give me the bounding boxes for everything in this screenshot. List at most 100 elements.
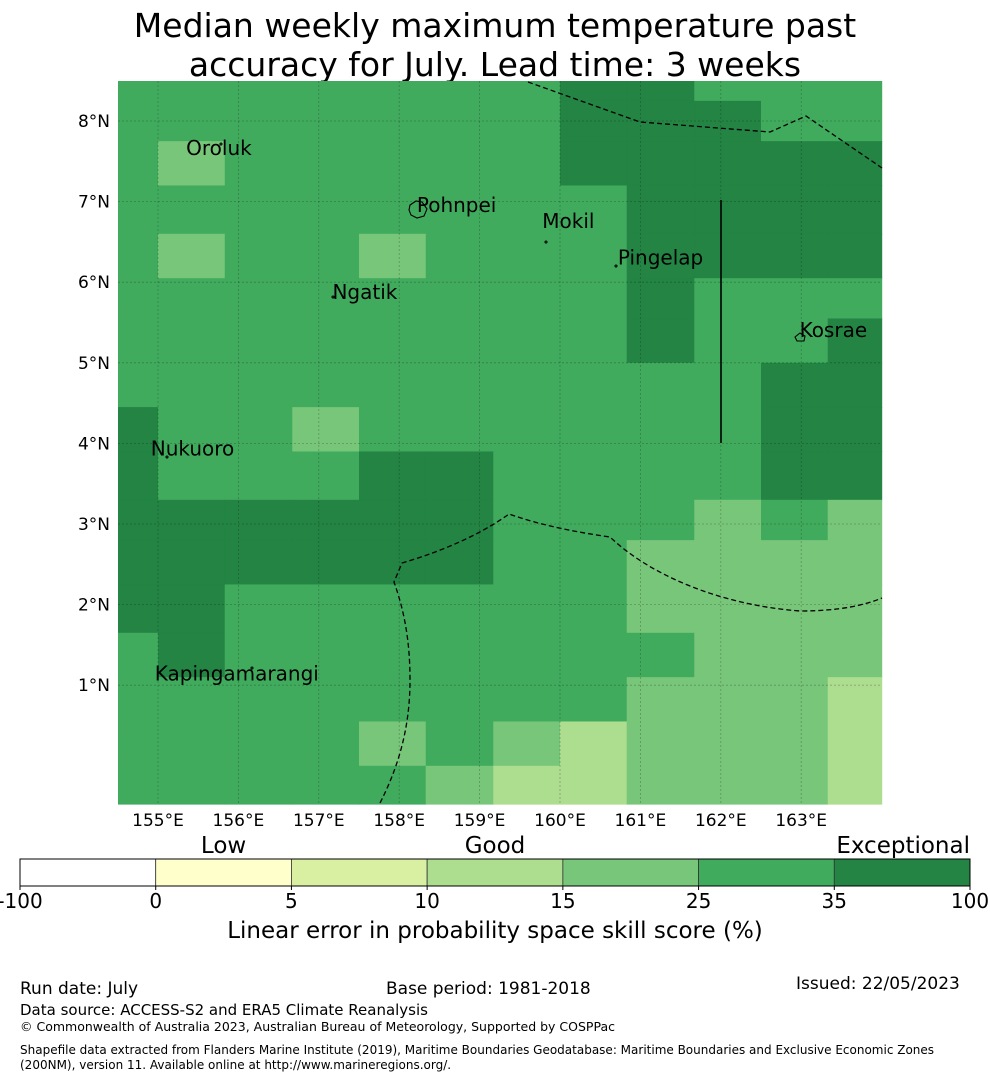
- grid-cell: [118, 185, 159, 235]
- grid-cell: [827, 81, 883, 102]
- lon-tick-label: 158°E: [373, 811, 425, 831]
- grid-cell: [761, 407, 829, 453]
- graticule: [118, 81, 882, 804]
- grid-cell: [118, 721, 159, 767]
- grid-cell: [560, 233, 628, 279]
- eez-boundary-south-west: [379, 513, 883, 804]
- grid-cell: [761, 278, 829, 320]
- grid-cell: [359, 584, 427, 634]
- grid-cell: [560, 407, 628, 453]
- grid-cell: [425, 451, 494, 501]
- grid-cell: [425, 584, 494, 634]
- grid-cell: [359, 100, 427, 142]
- colorbar-tick-label: -100: [0, 889, 43, 913]
- lat-tick-label: 8°N: [78, 112, 110, 132]
- lon-tick-label: 160°E: [534, 811, 586, 831]
- grid-cell: [493, 318, 561, 364]
- grid-cell: [224, 100, 293, 142]
- place-label: Pingelap: [618, 245, 703, 269]
- grid-cell: [694, 362, 762, 408]
- copyright: © Commonwealth of Australia 2023, Austra…: [20, 1019, 615, 1034]
- grid-cell: [425, 721, 494, 767]
- grid-cell: [560, 765, 628, 805]
- title-line-2: accuracy for July. Lead time: 3 weeks: [188, 45, 802, 84]
- grid-cell: [560, 584, 628, 634]
- lat-tick-label: 4°N: [78, 434, 110, 454]
- colorbar-tick-label: 10: [414, 889, 439, 913]
- grid-cell: [493, 233, 561, 279]
- grid-cell: [224, 499, 293, 541]
- grid-cell: [425, 765, 494, 805]
- longitude-ticks: 155°E 156°E 157°E 158°E 159°E 160°E 161°E 162°E…: [132, 811, 827, 831]
- grid-cell: [359, 677, 427, 723]
- grid-cell: [560, 540, 628, 586]
- grid-cell: [761, 584, 829, 634]
- grid-cell: [359, 499, 427, 541]
- grid-cell: [493, 185, 561, 235]
- grid-cell: [761, 677, 829, 723]
- grid-cell: [118, 540, 159, 586]
- grid-cell: [425, 632, 494, 678]
- grid-cell: [425, 233, 494, 279]
- pingelap-island-shape: [614, 264, 618, 268]
- grid-cell: [560, 81, 628, 102]
- grid-cell: [560, 185, 628, 235]
- grid-cell: [158, 540, 226, 586]
- grid-cell: [560, 278, 628, 320]
- grid-cell: [292, 677, 360, 723]
- grid-cell: [827, 499, 883, 541]
- grid-cell: [292, 141, 360, 187]
- grid-cell: [560, 721, 628, 767]
- grid-cell: [224, 185, 293, 235]
- colorbar: [19, 858, 971, 887]
- grid-cell: [292, 451, 360, 501]
- colorbar-tick-label: 25: [686, 889, 711, 913]
- place-label: Pohnpei: [417, 193, 497, 217]
- grid-cell: [493, 765, 561, 805]
- lat-tick-label: 7°N: [78, 193, 110, 213]
- colorbar-tick-label: 0: [149, 889, 162, 913]
- grid-cell: [292, 584, 360, 634]
- grid-cell: [694, 141, 762, 187]
- grid-cell: [224, 451, 293, 501]
- grid-cell: [493, 100, 561, 142]
- place-label: Nukuoro: [151, 436, 235, 460]
- grid-cell: [560, 100, 628, 142]
- grid-cell: [493, 362, 561, 408]
- grid-cell: [827, 185, 883, 235]
- grid-cell: [560, 632, 628, 678]
- grid-cell: [493, 632, 561, 678]
- grid-cell: [626, 632, 695, 678]
- grid-cell: [158, 721, 226, 767]
- grid-cell: [761, 540, 829, 586]
- grid-cell: [224, 677, 293, 723]
- skill-grid: [118, 81, 883, 805]
- grid-cell: [118, 362, 159, 408]
- grid-cell: [224, 632, 293, 678]
- grid-cell: [359, 765, 427, 805]
- grid-cell: [694, 499, 762, 541]
- grid-cell: [292, 362, 360, 408]
- grid-cell: [827, 100, 883, 142]
- grid-cell: [359, 141, 427, 187]
- grid-cell: [694, 81, 762, 102]
- lon-tick-label: 156°E: [213, 811, 265, 831]
- kapinga-island-shape: [250, 666, 254, 670]
- shapefile-credit-1: Shapefile data extracted from Flanders M…: [20, 1043, 935, 1057]
- grid-cell: [224, 362, 293, 408]
- grid-cell: [626, 451, 695, 501]
- grid-cell: [118, 407, 159, 453]
- grid-cell: [626, 81, 695, 102]
- colorbar-tick-label: 35: [822, 889, 847, 913]
- nukuoro-island-shape: [165, 455, 169, 459]
- eez-boundaries: [379, 81, 883, 804]
- grid-cell: [118, 584, 159, 634]
- colorbar-tick-label: 5: [285, 889, 298, 913]
- grid-cell: [626, 584, 695, 634]
- colorbar-swatch: [833, 858, 971, 887]
- grid-cell: [158, 499, 226, 541]
- map-title: Median weekly maximum temperature past a…: [0, 6, 990, 84]
- grid-cell: [827, 540, 883, 586]
- run-date: Run date: July: [20, 979, 139, 999]
- place-label: Mokil: [542, 209, 594, 233]
